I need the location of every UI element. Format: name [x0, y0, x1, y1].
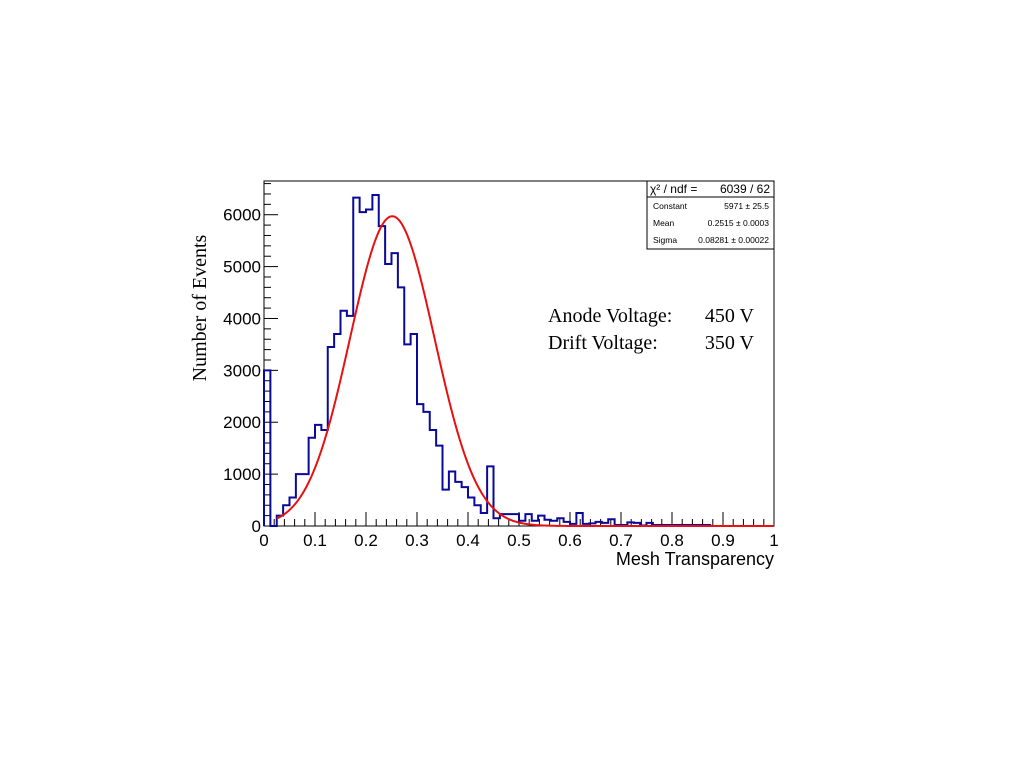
y-tick-label: 5000	[223, 258, 261, 277]
fit-stats-box: χ² / ndf = 6039 / 62 Constant 5971 ± 25.…	[646, 180, 775, 250]
x-tick-label: 0.2	[354, 531, 378, 550]
anode-voltage-value: 450 V	[705, 305, 755, 327]
drift-voltage-label: Drift Voltage:	[548, 332, 658, 354]
stats-mean-value: 0.2515 ± 0.0003	[708, 218, 770, 228]
x-tick-label: 0.1	[303, 531, 327, 550]
y-tick-label: 4000	[223, 309, 261, 328]
stats-sigma-value: 0.08281 ± 0.00022	[698, 235, 769, 245]
y-tick-label: 3000	[223, 361, 261, 380]
anode-voltage-label: Anode Voltage:	[548, 305, 672, 327]
x-tick-label: 1	[769, 531, 778, 550]
stats-chi2-label: χ² / ndf =	[650, 182, 697, 196]
x-axis: 0 0.1 0.2 0.3 0.4 0.5 0.6 0.7 0.8 0.9 1	[259, 512, 779, 550]
x-tick-label: 0.9	[711, 531, 735, 550]
y-axis-title: Number of Events	[189, 234, 211, 381]
y-tick-label: 2000	[223, 413, 261, 432]
drift-voltage-value: 350 V	[705, 332, 755, 354]
x-tick-label: 0.4	[456, 531, 480, 550]
stats-constant-value: 5971 ± 25.5	[724, 201, 769, 211]
gaussian-fit-curve	[276, 215, 774, 527]
y-tick-label: 6000	[223, 206, 261, 225]
x-tick-label: 0.7	[609, 531, 633, 550]
voltage-annotation: Anode Voltage: 450 V Drift Voltage: 350 …	[548, 305, 755, 354]
x-tick-label: 0	[259, 531, 268, 550]
stats-constant-label: Constant	[653, 201, 688, 211]
stats-chi2-value: 6039 / 62	[720, 182, 770, 196]
x-tick-label: 0.3	[405, 531, 429, 550]
y-axis: 0 1000 2000 3000 4000 5000 6000	[223, 183, 278, 536]
stats-mean-label: Mean	[653, 218, 675, 228]
x-axis-title: Mesh Transparency	[616, 549, 774, 569]
x-tick-label: 0.8	[660, 531, 684, 550]
stats-sigma-label: Sigma	[653, 235, 677, 245]
x-tick-label: 0.6	[558, 531, 582, 550]
y-tick-label: 0	[252, 517, 261, 536]
x-tick-label: 0.5	[507, 531, 531, 550]
stats-box-frame	[646, 180, 775, 250]
y-tick-label: 1000	[223, 465, 261, 484]
